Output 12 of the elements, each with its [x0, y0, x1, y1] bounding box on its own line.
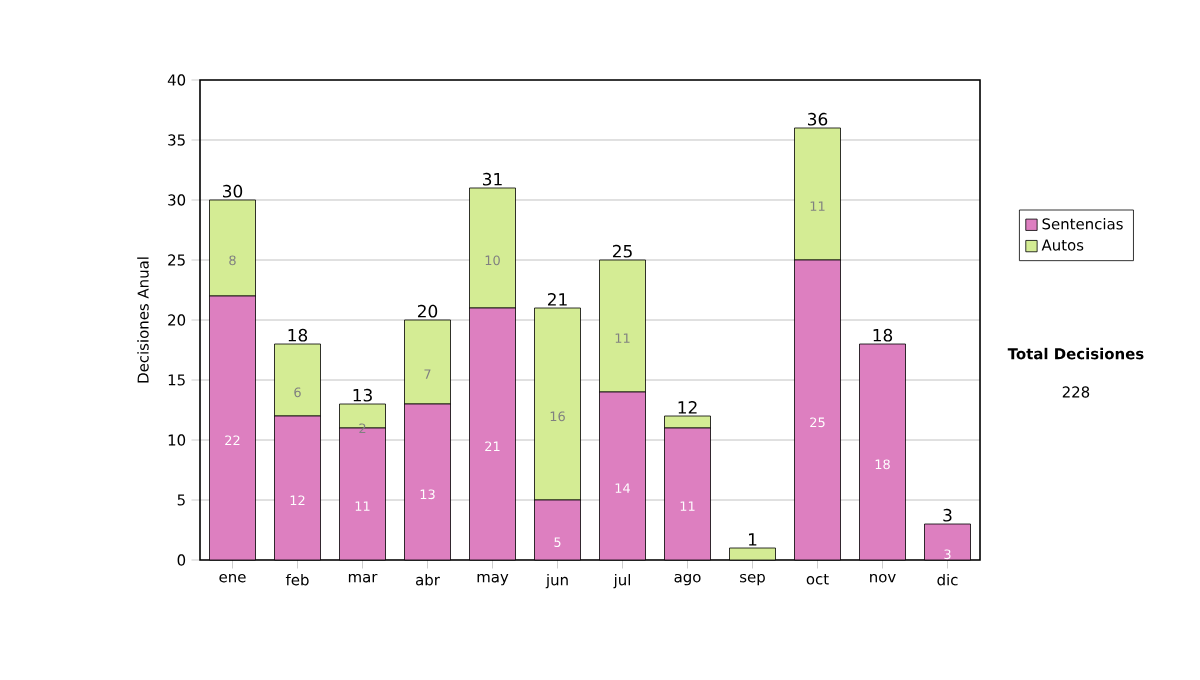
total-label: 13: [353, 388, 372, 402]
total-label: 3: [943, 508, 952, 522]
total-label: 21: [547, 293, 567, 306]
total-label: 36: [808, 112, 828, 126]
total-label: 18: [288, 328, 308, 342]
total-label: 18: [873, 328, 893, 342]
total-label: 12: [678, 401, 697, 414]
total-label: 20: [417, 304, 438, 318]
total-label: 1: [748, 533, 757, 546]
total-label: 31: [483, 172, 502, 186]
total-label: 30: [223, 184, 243, 198]
total-label: 25: [612, 244, 632, 258]
